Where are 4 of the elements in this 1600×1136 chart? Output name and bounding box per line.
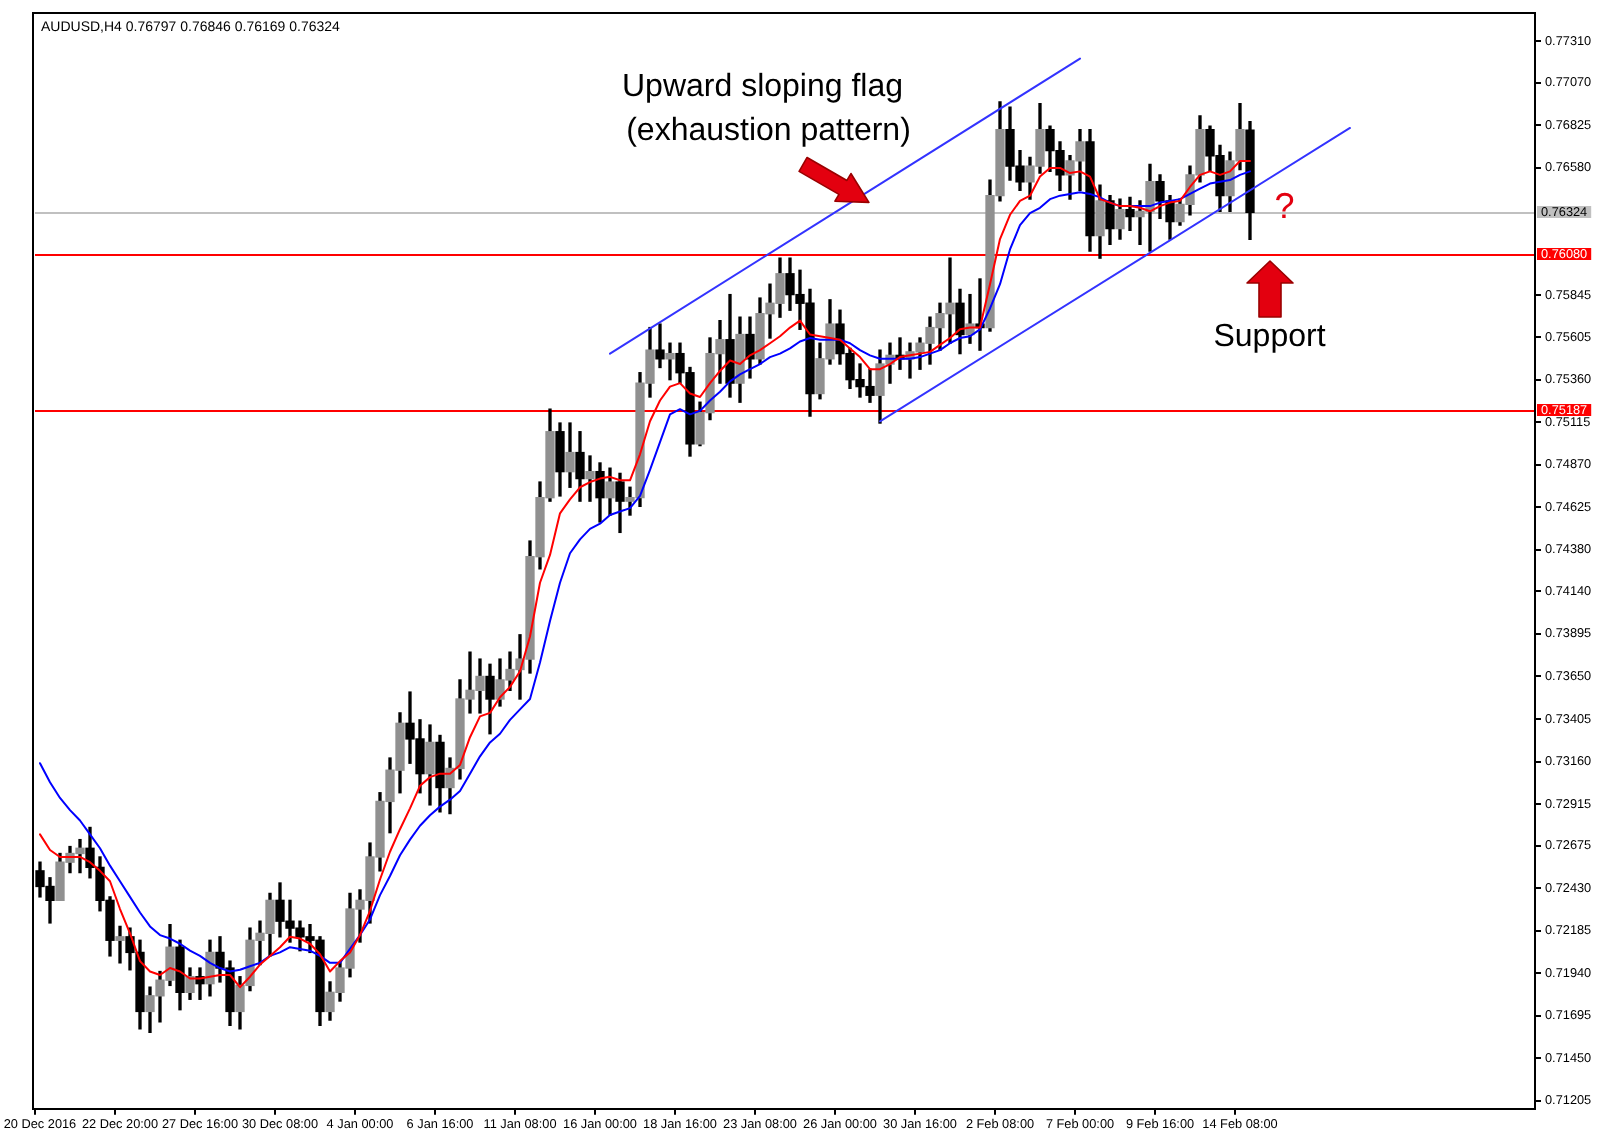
- annotation: Upward sloping flag: [621, 70, 904, 105]
- annotation: Support: [1213, 320, 1327, 355]
- annotation: ?: [1274, 185, 1295, 226]
- annotation: (exhaustion pattern): [626, 114, 911, 149]
